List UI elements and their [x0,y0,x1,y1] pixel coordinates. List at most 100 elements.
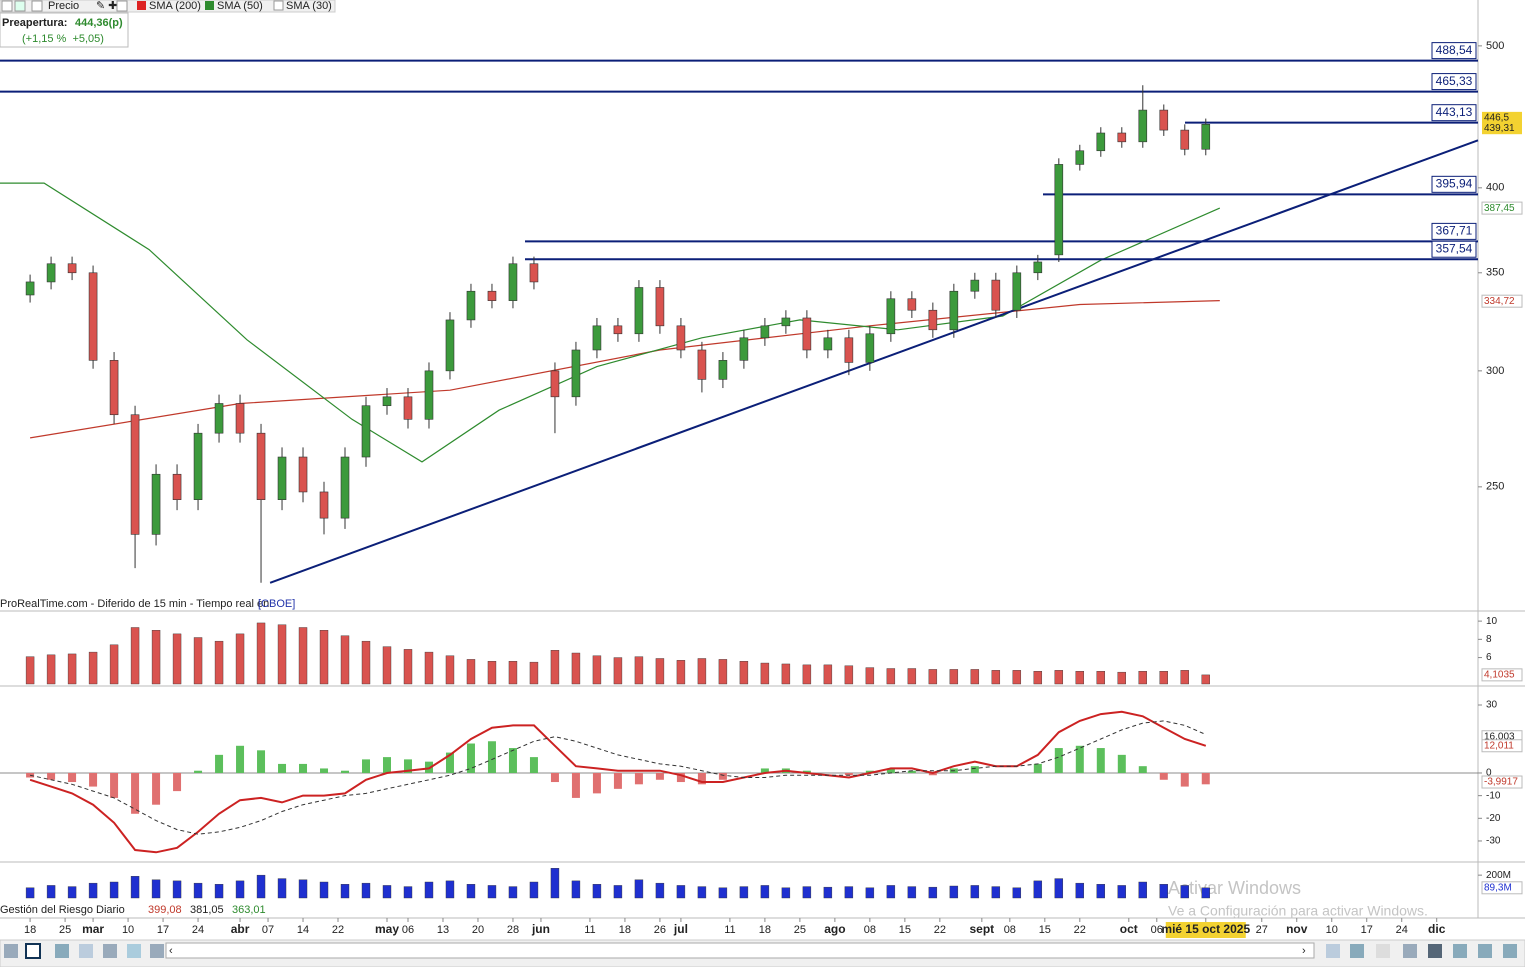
bar [172,633,182,685]
toolbar-icon[interactable] [31,0,43,12]
bar [466,659,476,685]
candle-body [970,279,980,292]
candle-body [403,396,413,420]
toolbar-icon[interactable] [14,0,26,12]
current-value-box [1481,739,1523,753]
candle-body [1180,129,1190,150]
current-value-label: 16,003 [1484,731,1515,742]
bar [403,649,413,685]
toolbar-icon[interactable] [1503,944,1517,958]
toolbar-icon[interactable] [55,944,69,958]
legend-entry[interactable]: SMA (50) [217,0,263,12]
legend-entry[interactable]: SMA (200) [149,0,201,12]
level-label-box [1431,240,1477,258]
histogram-bar [173,772,182,792]
bar [1012,887,1022,899]
bar [781,887,791,899]
bar [1033,671,1043,685]
legend-entry[interactable]: SMA (30) [286,0,332,12]
scroll-right[interactable]: › [1302,945,1306,957]
toolbar-icon[interactable] [1350,944,1364,958]
bar [319,881,329,899]
toolbar-icon[interactable] [103,944,117,958]
x-tick-label: 26 [654,924,666,936]
y-tick-label: 350 [1486,267,1504,279]
bar [1159,884,1168,899]
bar [970,669,980,685]
candle-body [1033,261,1043,274]
bar [613,885,623,899]
level-label: 488,54 [1436,43,1473,57]
bar [907,668,917,685]
histogram-bar [718,772,727,780]
bar [508,886,518,899]
toolbar-icon[interactable] [1478,944,1492,958]
candle-body [928,309,938,331]
candle-body [109,360,119,416]
candle-body [1012,272,1022,311]
bar [109,881,119,899]
histogram-bar [865,770,874,773]
bar [487,885,497,899]
legend-swatch [273,0,284,11]
histogram-bar [89,772,98,787]
x-tick-label: mar [82,922,104,936]
bar [340,635,350,685]
x-tick-label: 25 [59,924,71,936]
bar [571,652,581,685]
candle-body [424,370,434,420]
candle-body [193,432,203,500]
histogram-bar [362,759,371,773]
toolbar-icon[interactable] [150,944,164,958]
exchange-link[interactable]: [CBOE] [258,598,295,610]
y-tick-label: 8 [1486,634,1492,645]
x-tick-label: 15 [1039,924,1051,936]
bar [844,665,854,685]
price-label[interactable]: Precio [48,0,79,12]
scrollbar[interactable] [165,942,1315,959]
scroll-left[interactable]: ‹ [169,945,173,957]
histogram-bar [592,772,601,794]
histogram-bar [341,770,350,773]
x-tick-label: abr [231,922,250,936]
histogram-bar [1096,748,1105,773]
bar [382,885,392,899]
bar [634,656,644,685]
toolbar-icon[interactable]: ✎ ✚ [96,0,118,12]
toolbar-icon[interactable] [1326,944,1340,958]
x-tick-label: 18 [759,924,771,936]
candle-body [613,325,623,335]
toolbar-icon[interactable] [1403,944,1417,958]
toolbar-icon[interactable] [79,944,93,958]
bar [1096,884,1106,899]
bar [865,887,875,899]
toolbar-icon[interactable] [25,943,41,959]
toolbar-icon[interactable] [4,944,18,958]
toolbar-icon[interactable] [1428,944,1442,958]
bar [760,885,770,899]
y-tick-label: 400 [1486,182,1504,194]
x-tick-label: 24 [192,924,204,936]
x-tick-label: 27 [1256,924,1268,936]
source-note: ProRealTime.com - Diferido de 15 min - T… [0,598,269,610]
histogram-bar [1180,772,1189,787]
candle-body [46,263,56,283]
toolbar-icon[interactable] [1453,944,1467,958]
legend-swatch [137,1,146,10]
toolbar-icon[interactable] [1376,944,1390,958]
y-tick-label: 30 [1486,700,1498,711]
candle-body [529,263,539,283]
candle-body [907,298,917,311]
x-tick-label: 17 [157,924,169,936]
histogram-bar [802,770,811,773]
x-tick-label: 22 [934,924,946,936]
bar [1201,674,1210,685]
toolbar-icon[interactable] [127,944,141,958]
histogram-bar [194,770,203,773]
toolbar-icon[interactable] [1,0,13,12]
toolbar-icon[interactable] [116,0,128,12]
histogram-bar [655,772,664,780]
